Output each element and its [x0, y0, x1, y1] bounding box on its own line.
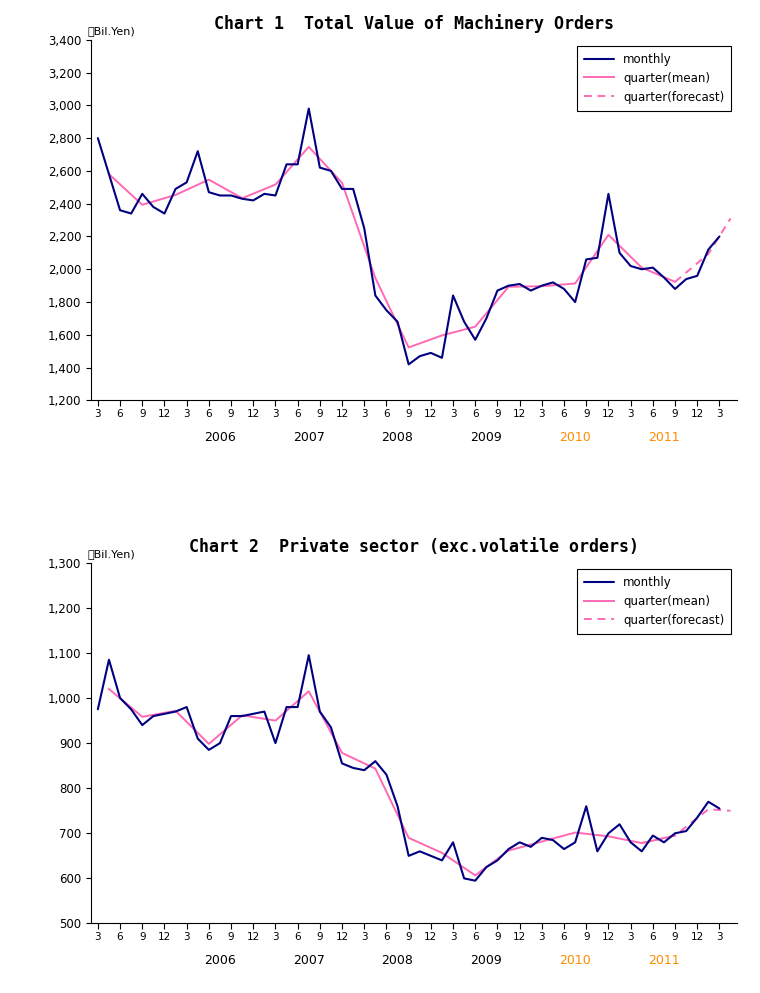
- monthly: [549, 834, 558, 846]
- monthly: [127, 703, 136, 715]
- Text: 2008: 2008: [382, 954, 413, 967]
- quarter(mean): [504, 845, 513, 857]
- monthly: [127, 208, 136, 219]
- quarter(mean): [337, 177, 347, 189]
- Text: 2008: 2008: [382, 431, 413, 444]
- quarter(mean): [504, 281, 513, 293]
- quarter(mean): [171, 189, 180, 201]
- quarter(mean): [637, 262, 646, 274]
- monthly: [304, 102, 313, 114]
- quarter(mean): [204, 738, 214, 750]
- monthly: [549, 276, 558, 288]
- quarter(mean): [604, 830, 613, 842]
- Text: 2007: 2007: [293, 431, 325, 444]
- quarter(forecast): [670, 276, 679, 288]
- quarter(mean): [271, 715, 280, 727]
- quarter(mean): [438, 847, 447, 859]
- quarter(forecast): [726, 804, 735, 816]
- quarter(mean): [670, 829, 679, 841]
- monthly: [470, 875, 480, 887]
- Title: Chart 2  Private sector (exc.volatile orders): Chart 2 Private sector (exc.volatile ord…: [189, 537, 639, 556]
- quarter(forecast): [637, 837, 646, 849]
- Text: （Bil.Yen): （Bil.Yen): [88, 26, 136, 36]
- quarter(mean): [404, 342, 413, 354]
- Text: 2007: 2007: [293, 954, 325, 967]
- Line: quarter(mean): quarter(mean): [109, 147, 675, 348]
- Text: 2006: 2006: [204, 431, 236, 444]
- monthly: [537, 832, 546, 844]
- quarter(mean): [238, 193, 247, 205]
- monthly: [116, 205, 125, 216]
- quarter(forecast): [704, 248, 713, 260]
- quarter(mean): [470, 321, 480, 333]
- Text: （Bil.Yen): （Bil.Yen): [88, 549, 136, 559]
- Text: 2010: 2010: [559, 431, 591, 444]
- monthly: [260, 188, 269, 200]
- Legend: monthly, quarter(mean), quarter(forecast): monthly, quarter(mean), quarter(forecast…: [577, 46, 731, 110]
- quarter(mean): [371, 763, 380, 775]
- Legend: monthly, quarter(mean), quarter(forecast): monthly, quarter(mean), quarter(forecast…: [577, 569, 731, 634]
- monthly: [304, 649, 313, 661]
- monthly: [260, 706, 269, 718]
- monthly: [715, 230, 724, 242]
- Line: monthly: monthly: [98, 108, 720, 364]
- quarter(mean): [304, 141, 313, 153]
- quarter(forecast): [704, 803, 713, 815]
- quarter(mean): [571, 277, 580, 289]
- quarter(mean): [637, 837, 646, 849]
- quarter(mean): [204, 174, 214, 186]
- monthly: [93, 703, 103, 715]
- Text: 2011: 2011: [648, 954, 679, 967]
- quarter(mean): [571, 826, 580, 838]
- quarter(mean): [171, 705, 180, 717]
- quarter(mean): [337, 747, 347, 759]
- quarter(mean): [271, 179, 280, 191]
- quarter(mean): [104, 683, 113, 695]
- monthly: [371, 290, 380, 302]
- Text: 2009: 2009: [470, 954, 502, 967]
- quarter(mean): [537, 280, 546, 292]
- monthly: [371, 756, 380, 768]
- quarter(forecast): [670, 829, 679, 841]
- quarter(mean): [138, 199, 147, 211]
- Line: monthly: monthly: [98, 655, 720, 881]
- monthly: [404, 358, 413, 370]
- Line: quarter(mean): quarter(mean): [109, 689, 675, 876]
- monthly: [537, 280, 546, 292]
- monthly: [715, 802, 724, 814]
- quarter(mean): [470, 870, 480, 882]
- quarter(mean): [404, 832, 413, 844]
- quarter(mean): [371, 272, 380, 284]
- Line: quarter(forecast): quarter(forecast): [675, 218, 730, 282]
- quarter(mean): [104, 168, 113, 180]
- quarter(mean): [238, 709, 247, 721]
- monthly: [116, 692, 125, 704]
- Text: 2009: 2009: [470, 431, 502, 444]
- quarter(mean): [138, 711, 147, 723]
- quarter(mean): [670, 276, 679, 288]
- Line: quarter(forecast): quarter(forecast): [641, 809, 730, 843]
- Title: Chart 1  Total Value of Machinery Orders: Chart 1 Total Value of Machinery Orders: [214, 14, 614, 33]
- quarter(mean): [438, 330, 447, 342]
- quarter(mean): [537, 836, 546, 848]
- quarter(forecast): [726, 213, 735, 224]
- quarter(mean): [604, 228, 613, 240]
- Text: 2011: 2011: [648, 431, 679, 444]
- monthly: [93, 132, 103, 144]
- Text: 2010: 2010: [559, 954, 591, 967]
- Text: 2006: 2006: [204, 954, 236, 967]
- quarter(mean): [304, 685, 313, 697]
